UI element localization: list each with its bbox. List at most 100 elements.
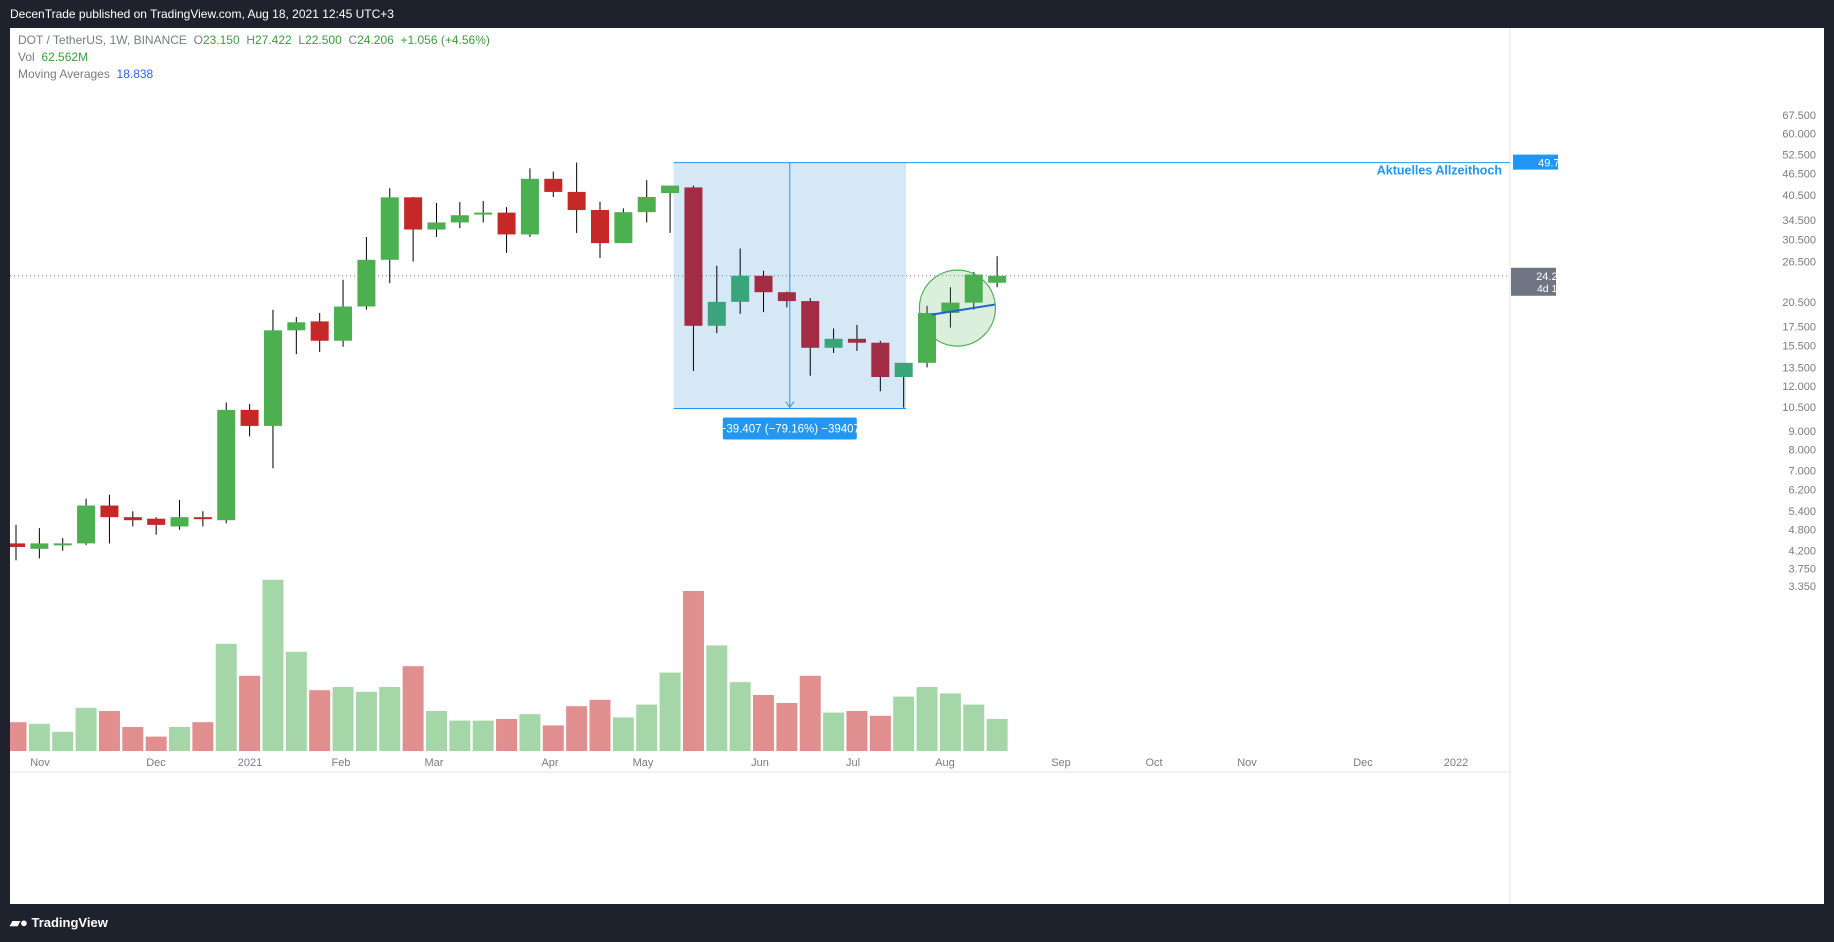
tradingview-logo[interactable]: ▰● TradingView <box>10 915 108 931</box>
time-tick-label: Mar <box>425 757 444 769</box>
price-tick-label: 4.800 <box>1788 525 1816 537</box>
ath-label[interactable]: Aktuelles Allzeithoch <box>1377 164 1502 178</box>
arrow-head-icon <box>785 401 795 409</box>
candle-body[interactable] <box>77 505 96 544</box>
volume-bar <box>939 693 961 751</box>
time-tick-label: Jun <box>751 757 769 769</box>
candle-body[interactable] <box>497 212 516 235</box>
candle-body[interactable] <box>53 543 72 546</box>
volume-bar <box>215 643 237 751</box>
candle-body[interactable] <box>450 215 469 223</box>
chart-legend: DOT / TetherUS, 1W, BINANCE O23.150 H27.… <box>18 32 490 83</box>
volume-bar <box>682 591 704 751</box>
volume-bar <box>869 715 891 751</box>
time-tick-label: 2021 <box>238 757 262 769</box>
volume-bar <box>753 695 775 751</box>
volume-label[interactable]: Vol <box>18 50 35 64</box>
candle-body[interactable] <box>894 362 913 378</box>
time-tick-label: Nov <box>1237 757 1257 769</box>
candle-body[interactable] <box>170 517 189 527</box>
volume-bar <box>28 723 50 751</box>
price-tick-label: 5.400 <box>1788 506 1816 518</box>
candle-body[interactable] <box>847 338 866 343</box>
legend-row-volume: Vol 62.562M <box>18 49 490 66</box>
candle-body[interactable] <box>777 292 796 302</box>
candle-body[interactable] <box>10 543 25 547</box>
candle-body[interactable] <box>474 212 493 215</box>
candle-body[interactable] <box>731 275 750 302</box>
candle-body[interactable] <box>287 322 306 331</box>
candle-body[interactable] <box>520 178 539 235</box>
candle-body[interactable] <box>824 338 843 348</box>
price-tick-label: 7.000 <box>1788 466 1816 478</box>
price-tick-label: 4.200 <box>1788 546 1816 558</box>
candle-body[interactable] <box>310 321 329 341</box>
candle-body[interactable] <box>404 197 423 230</box>
price-tick-label: 9.000 <box>1788 426 1816 438</box>
candle-body[interactable] <box>123 517 142 521</box>
candle-body[interactable] <box>637 196 656 213</box>
candle-body[interactable] <box>684 187 703 326</box>
candle-body[interactable] <box>567 191 586 211</box>
candle-body[interactable] <box>147 518 166 525</box>
price-chart[interactable]: −39.407 (−79.16%) −39407 Aktuelles Allzei… <box>10 28 1824 904</box>
highlight-circle[interactable] <box>918 269 997 347</box>
chart-frame[interactable]: −39.407 (−79.16%) −39407 Aktuelles Allzei… <box>10 28 1824 904</box>
volume-bar <box>496 719 518 751</box>
candle-body[interactable] <box>754 275 773 293</box>
volume-bar <box>472 720 494 751</box>
close-value: 24.206 <box>357 33 394 47</box>
candle-body[interactable] <box>661 185 680 194</box>
candle-body[interactable] <box>193 517 212 520</box>
volume-bar <box>846 711 868 751</box>
candle-body[interactable] <box>614 212 633 244</box>
price-tick-label: 8.000 <box>1788 445 1816 457</box>
ma-label[interactable]: Moving Averages <box>18 67 110 81</box>
volume-bar <box>799 675 821 751</box>
volume-bar <box>355 691 377 751</box>
volume-bar <box>659 672 681 751</box>
trend-line[interactable] <box>931 303 995 316</box>
candle-body[interactable] <box>871 342 890 378</box>
time-tick-label: Dec <box>146 757 166 769</box>
candle-body[interactable] <box>100 505 119 518</box>
candle-body[interactable] <box>240 409 259 426</box>
candle-body[interactable] <box>707 301 726 326</box>
price-tick-label: 10.500 <box>1782 402 1816 414</box>
volume-bar <box>449 720 471 751</box>
ma-value: 18.838 <box>116 67 154 81</box>
candle-body[interactable] <box>801 301 820 348</box>
volume-value: 62.562M <box>41 50 89 64</box>
candle-body[interactable] <box>941 302 960 313</box>
volume-bar <box>729 682 751 751</box>
candle-body[interactable] <box>427 222 446 230</box>
candle-body[interactable] <box>334 306 353 341</box>
price-tick-label: 13.500 <box>1782 362 1816 374</box>
price-tick-label: 12.000 <box>1782 381 1816 393</box>
volume-bar <box>145 736 167 751</box>
logo-icon: ▰● <box>10 915 32 930</box>
close-label: C <box>348 33 358 47</box>
time-tick-label: 2022 <box>1444 757 1468 769</box>
candle-body[interactable] <box>380 197 399 260</box>
candle-body[interactable] <box>988 275 1007 283</box>
candle-body[interactable] <box>591 210 609 244</box>
volume-bar <box>589 699 611 751</box>
volume-bar <box>823 712 845 751</box>
candle-body[interactable] <box>544 178 563 192</box>
price-range-label-box <box>722 417 857 440</box>
candle-body[interactable] <box>217 409 236 521</box>
volume-bar <box>636 704 658 751</box>
candle-body[interactable] <box>263 330 282 426</box>
volume-bar <box>52 731 74 751</box>
candle-body[interactable] <box>918 312 937 363</box>
volume-bar <box>285 651 307 751</box>
candle-body[interactable] <box>357 259 376 307</box>
candle-body[interactable] <box>964 274 983 303</box>
volume-bar <box>986 719 1008 751</box>
candle-body[interactable] <box>30 543 49 549</box>
last-price-badge <box>1511 267 1556 296</box>
price-tick-label: 6.200 <box>1788 485 1816 497</box>
volume-bar <box>566 706 588 751</box>
symbol-label[interactable]: DOT / TetherUS, 1W, BINANCE <box>18 33 187 47</box>
